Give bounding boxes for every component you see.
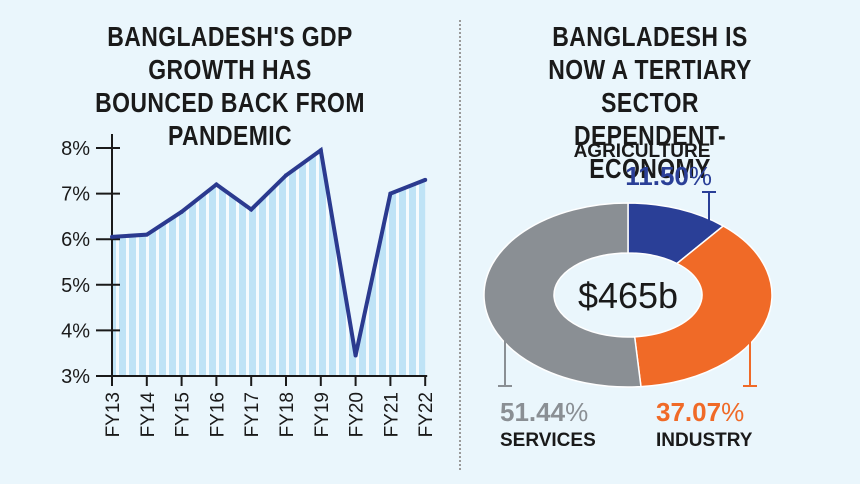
y-tick-label: 6% — [61, 229, 90, 251]
data-point — [353, 353, 358, 358]
y-tick-label: 5% — [61, 275, 90, 297]
x-tick-label: FY14 — [138, 392, 159, 438]
y-tick-label: 8% — [61, 138, 90, 160]
data-point — [423, 177, 428, 182]
x-tick-label: FY18 — [277, 392, 298, 437]
value-agriculture: 11.50% — [625, 161, 712, 191]
donut-center-label: $465b — [578, 275, 678, 316]
label-services: SERVICES — [500, 430, 596, 451]
data-point — [249, 207, 254, 212]
data-point — [214, 182, 219, 187]
x-tick-label: FY22 — [416, 392, 437, 437]
value-industry: 37.07% — [656, 397, 744, 427]
label-agriculture: AGRICULTURE — [574, 141, 711, 162]
data-point — [388, 191, 393, 196]
y-tick-label: 3% — [61, 366, 90, 388]
gdp-growth-line — [111, 146, 426, 356]
x-tick-label: FY13 — [103, 392, 124, 437]
x-tick-label: FY16 — [207, 392, 228, 437]
y-tick-label: 7% — [61, 184, 90, 206]
line-chart-title: BANGLADESH'S GDP GROWTH HAS BOUNCED BACK… — [95, 21, 365, 151]
x-tick-label: FY17 — [242, 392, 263, 437]
y-tick-label: 4% — [61, 320, 90, 342]
data-point — [144, 232, 149, 237]
x-tick-label: FY19 — [312, 392, 333, 437]
data-point — [284, 173, 288, 178]
panel-divider — [459, 20, 461, 470]
gdp-growth-area-chart: 8% 7% 6% 5% 4% 3% FY13 FY14 FY15 FY16 FY17 FY18 FY19… — [61, 134, 437, 438]
donut-chart-title: BANGLADESH IS NOW A TERTIARY SECTOR DEPE… — [548, 21, 752, 184]
data-point — [110, 234, 114, 239]
x-tick-label: FY21 — [381, 392, 402, 437]
x-tick-label: FY20 — [347, 392, 368, 437]
slice-services — [483, 202, 642, 388]
slice-industry — [633, 225, 773, 388]
data-point — [179, 209, 184, 214]
x-tick-label: FY15 — [173, 392, 194, 437]
value-services: 51.44% — [500, 397, 588, 427]
label-industry: INDUSTRY — [656, 430, 753, 451]
data-point — [318, 148, 323, 153]
